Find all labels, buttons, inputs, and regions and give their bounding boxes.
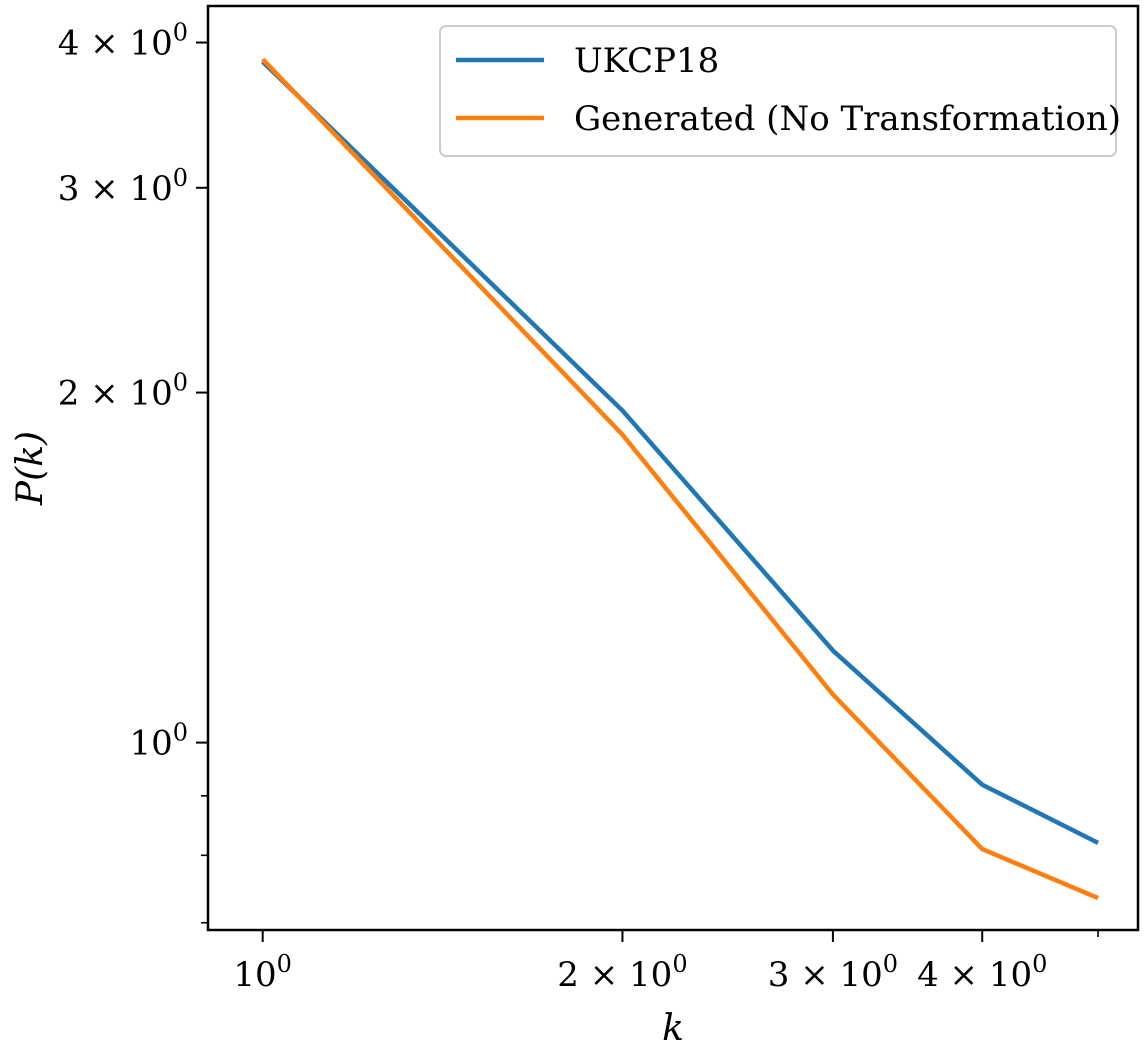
y-axis-label: P(k) xyxy=(10,431,51,506)
axes-frame xyxy=(206,4,1140,932)
legend-box xyxy=(439,25,1117,157)
legend-label-0: UKCP18 xyxy=(574,41,719,81)
series-line-0 xyxy=(261,60,1100,845)
y-tick-label: 3 × 100 xyxy=(58,164,188,209)
x-axis-label: k xyxy=(662,1008,684,1049)
x-tick-label: 4 × 100 xyxy=(917,950,1047,995)
x-tick-label: 2 × 100 xyxy=(557,950,687,995)
series-layer xyxy=(261,57,1100,901)
legend: UKCP18 Generated (No Transformation) xyxy=(439,25,1121,157)
series-line-1 xyxy=(261,57,1099,901)
x-axis: 100 2 × 100 3 × 100 4 × 100 xyxy=(233,930,1099,995)
y-tick-label: 100 xyxy=(129,719,188,764)
y-tick-label: 2 × 100 xyxy=(58,369,188,414)
y-axis: 100 2 × 100 3 × 100 4 × 100 xyxy=(58,19,208,924)
legend-label-1: Generated (No Transformation) xyxy=(574,99,1121,139)
x-tick-label: 100 xyxy=(233,950,292,995)
x-tick-label: 3 × 100 xyxy=(768,950,898,995)
y-tick-label: 4 × 100 xyxy=(58,19,188,64)
